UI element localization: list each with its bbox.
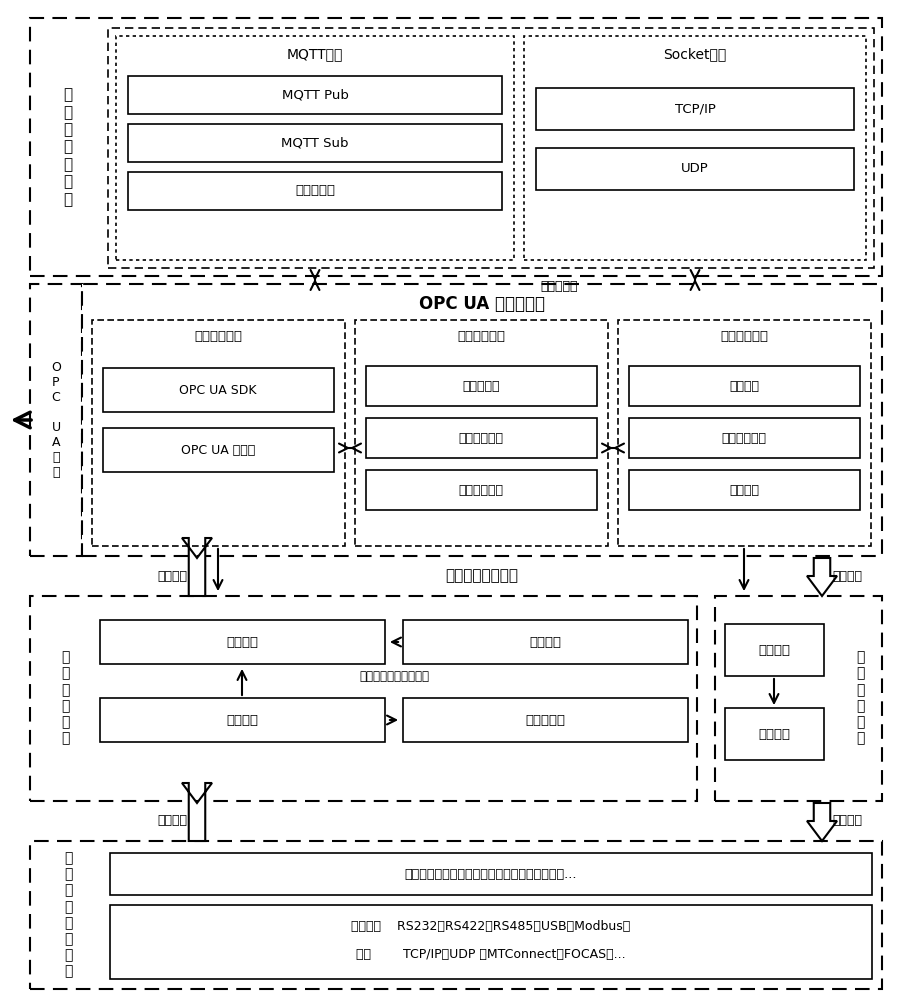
Bar [629,470,860,510]
Polygon shape [182,783,212,841]
Text: 数据可视化: 数据可视化 [525,714,565,726]
Text: 数据通信单元: 数据通信单元 [194,330,242,344]
Text: 对
外
多
协
议
模
块: 对 外 多 协 议 模 块 [63,87,73,207]
Polygon shape [182,538,212,596]
Bar [100,698,385,742]
Bar [30,596,697,801]
Text: UDP: UDP [681,162,709,176]
Bar [128,172,502,210]
Bar [116,36,514,260]
Polygon shape [807,803,837,841]
Text: 自主闭环反馈控制: 自主闭环反馈控制 [445,568,519,584]
Bar [536,148,854,190]
Text: 节点属性设置: 节点属性设置 [721,432,766,444]
Bar [92,320,345,546]
Text: 参数写入: 参数写入 [832,814,862,828]
Text: 数据采集: 数据采集 [226,714,258,726]
Bar [403,698,688,742]
Text: 数据存储: 数据存储 [226,636,258,648]
Text: 数据预处理、特征提取: 数据预处理、特征提取 [359,670,429,682]
Bar [103,368,334,412]
Text: 设备系统    RS232、RS422、RS485、USB、Modbus、: 设备系统 RS232、RS422、RS485、USB、Modbus、 [351,920,630,934]
Bar [366,470,597,510]
Bar [100,620,385,664]
Text: TCP/IP: TCP/IP [675,103,716,115]
Text: 信息映射: 信息映射 [729,379,759,392]
Bar [618,320,871,546]
Text: 边缘计算: 边缘计算 [529,636,561,648]
Text: 数据标准化: 数据标准化 [295,184,335,198]
Bar [725,708,824,760]
Text: 参
数
写
入
模
块: 参 数 写 入 模 块 [856,650,864,746]
Text: 数
据
采
集
模
块: 数 据 采 集 模 块 [61,650,69,746]
Text: MQTT Sub: MQTT Sub [281,136,349,149]
Text: 地址空间创建: 地址空间创建 [459,432,503,444]
Bar [30,284,82,556]
Text: OPC UA 服务器模块: OPC UA 服务器模块 [419,295,545,313]
Text: 节点管理单元: 节点管理单元 [720,330,768,344]
Bar [629,366,860,406]
Text: O
P
C
 
U
A
接
口: O P C U A 接 口 [51,361,61,479]
Text: 节点管理: 节点管理 [729,484,759,496]
Bar [128,124,502,162]
Bar [403,620,688,664]
Bar [366,366,597,406]
Text: 标准化接口: 标准化接口 [540,280,578,294]
Bar [103,428,334,472]
Bar [30,18,882,276]
Text: 数据读取: 数据读取 [157,814,187,828]
Bar [128,76,502,114]
Text: 参数反馈: 参数反馈 [758,728,790,740]
Bar [715,596,882,801]
Text: 模型实例化: 模型实例化 [463,379,500,392]
Text: MQTT Pub: MQTT Pub [281,89,348,102]
Polygon shape [807,558,837,596]
Bar [82,284,882,556]
Bar [30,841,882,989]
Text: 数据传输: 数据传输 [157,570,187,582]
Text: 信息模型单元: 信息模型单元 [457,330,505,344]
Text: 信息反馈: 信息反馈 [832,570,862,582]
Bar [536,88,854,130]
Bar [108,28,874,268]
Bar [725,624,824,676]
Bar [629,418,860,458]
Text: 参数接受: 参数接受 [758,644,790,656]
Text: 信息模型加载: 信息模型加载 [459,484,503,496]
Text: Socket单元: Socket单元 [663,47,727,61]
Text: 协议        TCP/IP、UDP 、MTConnect、FOCAS、...: 协议 TCP/IP、UDP 、MTConnect、FOCAS、... [356,948,626,962]
Bar [524,36,866,260]
Bar [366,418,597,458]
Text: MQTT单元: MQTT单元 [287,47,343,61]
Text: OPC UA SDK: OPC UA SDK [180,383,257,396]
Bar [110,905,872,979]
Bar [110,853,872,895]
Bar [355,320,608,546]
Text: 设
备
通
信
接
口
模
块: 设 备 通 信 接 口 模 块 [63,851,73,979]
Text: OPC UA 协议栈: OPC UA 协议栈 [180,444,255,456]
Text: 通信管理接口、数据采集接口、参数写入接口、...: 通信管理接口、数据采集接口、参数写入接口、... [405,867,577,880]
